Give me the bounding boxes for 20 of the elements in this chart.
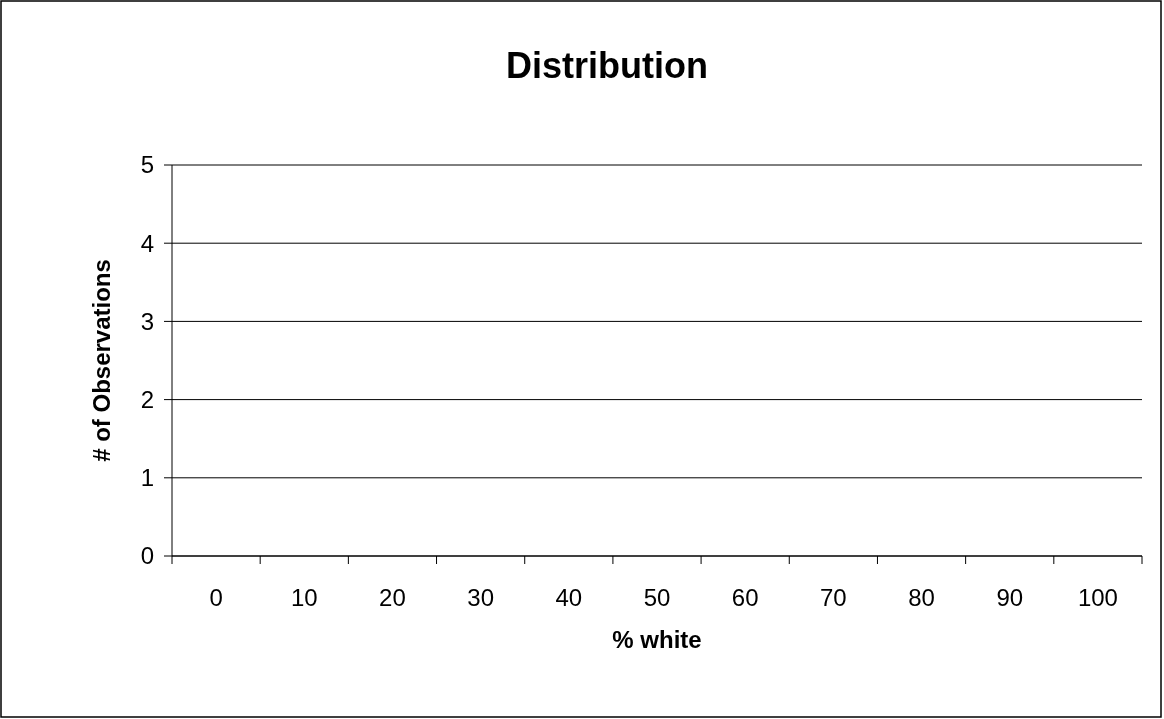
chart-title: Distribution	[506, 45, 708, 86]
y-tick-label: 1	[140, 464, 154, 492]
x-tick-label: 0	[209, 584, 223, 611]
x-tick-label: 80	[908, 584, 935, 611]
x-tick-label: 100	[1077, 584, 1118, 611]
y-tick-label: 4	[140, 229, 154, 257]
x-tick-label: 50	[643, 584, 671, 611]
y-tick-label: 0	[140, 542, 154, 570]
x-axis-title: % white	[612, 626, 702, 653]
x-tick-label: 70	[820, 584, 847, 611]
x-tick-label: 20	[379, 584, 406, 611]
x-tick-label: 90	[996, 584, 1024, 611]
y-axis-title: # of Observations	[88, 259, 115, 462]
x-tick-label: 40	[555, 584, 583, 611]
x-tick-label: 30	[467, 584, 494, 611]
y-tick-label: 2	[140, 386, 154, 413]
x-tick-label: 10	[290, 584, 318, 611]
y-tick-label: 3	[140, 307, 154, 335]
x-tick-label: 60	[731, 584, 759, 611]
y-tick-label: 5	[140, 151, 154, 179]
